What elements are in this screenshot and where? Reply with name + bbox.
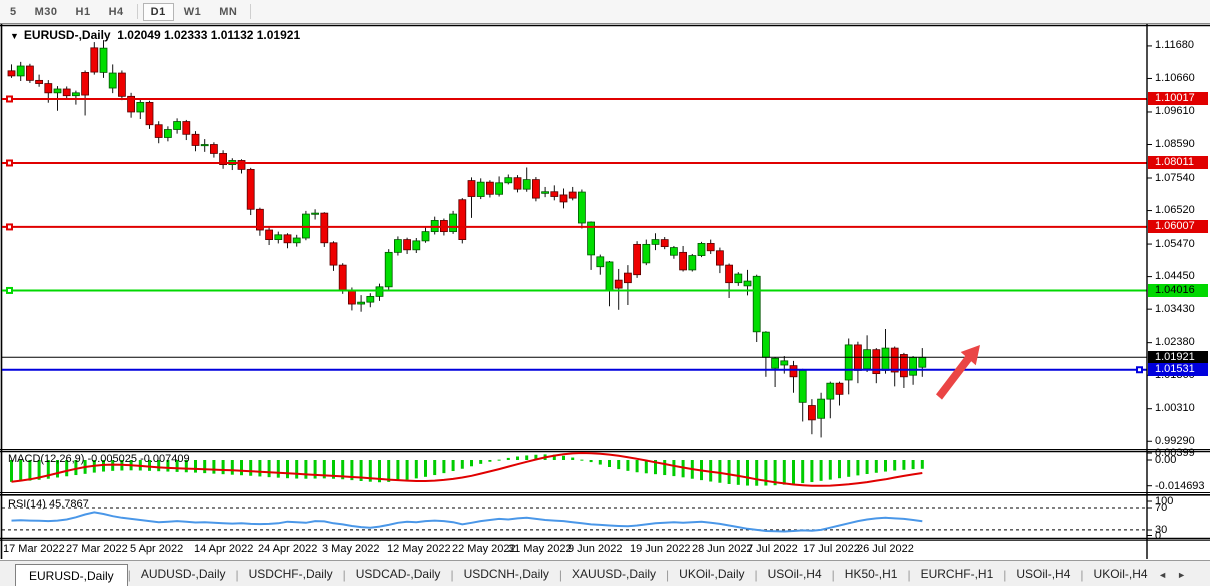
symbol-tab-ukoil-daily[interactable]: UKOil-,Daily [679, 567, 745, 581]
rsi-indicator-label: RSI(14) 45.7867 [8, 498, 89, 510]
timeframe-button-m30[interactable]: M30 [34, 5, 58, 18]
symbol-tab-usdcad-daily[interactable]: USDCAD-,Daily [355, 567, 441, 581]
macd-axis-label: 0.00 [1155, 454, 1177, 466]
date-axis-label: 24 Apr 2022 [258, 543, 318, 555]
timeframe-button-h4[interactable]: H4 [108, 5, 124, 18]
date-axis-label: 26 Jul 2022 [857, 543, 914, 555]
tab-separator: | [450, 568, 454, 582]
symbol-tab-eurchf-h1[interactable]: EURCHF-,H1 [920, 567, 994, 581]
rsi-line [11, 511, 923, 533]
date-axis-label: 5 Apr 2022 [130, 543, 184, 555]
macd-axis-label: -0.014693 [1155, 479, 1205, 492]
candlestick-series [7, 40, 927, 438]
tab-separator: | [1003, 568, 1007, 582]
chevron-down-icon[interactable]: ▼ [10, 31, 19, 41]
symbol-tab-usdchf-daily[interactable]: USDCHF-,Daily [248, 567, 333, 581]
price-axis-tick: 1.00310 [1155, 402, 1195, 415]
toolbar-separator [250, 4, 252, 19]
date-axis-label: 17 Mar 2022 [3, 543, 65, 555]
date-axis-label: 17 Jul 2022 [803, 543, 860, 555]
tab-separator: | [127, 568, 131, 582]
chart-symbol-label: EURUSD-,Daily [23, 28, 111, 42]
macd-indicator-label: MACD(12,26,9) -0.005025 -0.007409 [8, 453, 190, 465]
price-badge-1.10017: 1.10017 [1148, 92, 1208, 106]
tab-separator: | [1080, 568, 1084, 582]
tab-separator: | [831, 568, 835, 582]
date-axis-label: 28 Jun 2022 [692, 543, 753, 555]
price-axis-tick: 1.08590 [1155, 138, 1195, 150]
price-axis-tick: 1.09610 [1155, 105, 1195, 118]
price-axis-tick: 1.02380 [1155, 336, 1195, 349]
tab-scroll-right-icon[interactable]: ► [1177, 570, 1196, 580]
symbol-tab-ukoil-h4[interactable]: UKOil-,H4 [1093, 567, 1148, 581]
chart-ohlc-values: 1.02049 1.02333 1.01132 1.01921 [117, 28, 301, 42]
price-axis-tick: 0.99290 [1155, 434, 1195, 447]
tab-separator: | [666, 568, 670, 582]
price-axis-tick: 1.05470 [1155, 237, 1195, 250]
rsi-axis-label: 0 [1155, 529, 1162, 542]
trend-arrow-annotation[interactable] [936, 345, 980, 400]
symbol-tab-xauusd-daily[interactable]: XAUUSD-,Daily [572, 567, 657, 581]
symbol-tab-bar: EURUSD-,Daily | AUDUSD-,Daily | USDCHF-,Dail… [0, 560, 1210, 586]
date-axis-label: 31 May 2022 [508, 543, 572, 555]
chart-title: ▼ EURUSD-,Daily 1.02049 1.02333 1.01132 1… [10, 28, 300, 42]
timeframe-button-w1[interactable]: W1 [183, 5, 202, 18]
timeframe-button-mn[interactable]: MN [219, 5, 238, 18]
date-axis-label: 22 May 2022 [452, 543, 516, 555]
timeframe-toolbar: 5 M30 H1 H4 D1 W1 MN [0, 0, 1210, 23]
tab-separator: | [558, 568, 563, 582]
symbol-tab-usoil-h4[interactable]: USOil-,H4 [1016, 567, 1071, 581]
price-badge-1.01531: 1.01531 [1148, 363, 1208, 377]
price-axis-tick: 1.10660 [1155, 71, 1195, 84]
macd-axis-label: 0.00399 [1155, 447, 1195, 460]
toolbar-separator [136, 4, 138, 19]
rsi-axis-label: 100 [1155, 495, 1174, 507]
date-axis-label: 9 Jun 2022 [568, 543, 623, 555]
date-axis-label: 14 Apr 2022 [194, 543, 254, 555]
date-axis-label: 7 Jul 2022 [747, 543, 798, 555]
price-axis-tick: 1.06520 [1155, 204, 1195, 217]
price-badge-1.06007: 1.06007 [1148, 220, 1208, 234]
price-badge-1.01921: 1.01921 [1148, 350, 1208, 364]
price-badge-1.04016: 1.04016 [1148, 283, 1208, 297]
price-axis-tick: 1.04450 [1155, 270, 1195, 283]
rsi-axis-label: 30 [1155, 524, 1168, 536]
timeframe-button-5[interactable]: 5 [10, 5, 17, 18]
symbol-tab-usoil-h4[interactable]: USOil-,H4 [767, 567, 822, 581]
tab-separator: | [907, 568, 911, 582]
price-badge-1.08011: 1.08011 [1148, 156, 1208, 170]
symbol-tab-eurusd-daily[interactable]: EURUSD-,Daily [15, 564, 128, 586]
price-axis-tick: 1.03430 [1155, 302, 1195, 315]
tab-separator: | [235, 568, 239, 582]
date-axis-label: 3 May 2022 [322, 543, 380, 555]
timeframe-button-d1[interactable]: D1 [142, 2, 174, 21]
date-axis-label: 12 May 2022 [387, 543, 451, 555]
date-axis-label: 19 Jun 2022 [630, 543, 691, 555]
symbol-tab-usdcnh-daily[interactable]: USDCNH-,Daily [463, 567, 549, 581]
tab-separator: | [754, 568, 758, 582]
symbol-tab-hk50-h1[interactable]: HK50-,H1 [844, 567, 898, 581]
tab-separator: | [342, 568, 346, 582]
price-axis-tick: 1.07540 [1155, 171, 1195, 184]
date-axis-label: 27 Mar 2022 [66, 543, 128, 555]
macd-signal-line [11, 451, 923, 487]
timeframe-button-h1[interactable]: H1 [75, 5, 91, 18]
price-axis-tick: 1.11680 [1155, 39, 1194, 52]
tab-scroll-left-icon[interactable]: ◄ [1158, 570, 1178, 580]
tab-scroll-controls: ◄► [1158, 570, 1210, 586]
rsi-axis-label: 70 [1155, 502, 1168, 514]
symbol-tab-audusd-daily[interactable]: AUDUSD-,Daily [140, 567, 226, 581]
